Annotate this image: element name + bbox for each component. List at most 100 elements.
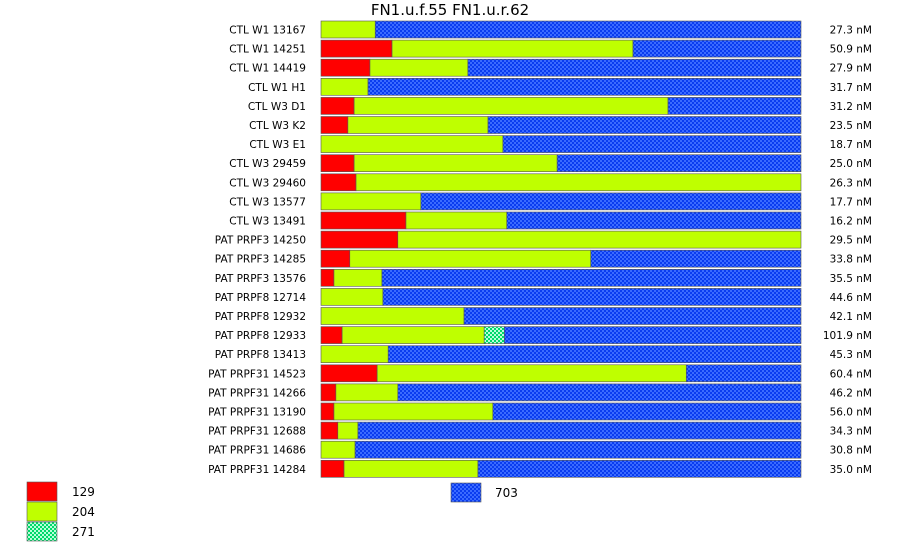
legend-right: 703	[451, 483, 518, 502]
row-label: PAT PRPF8 12933	[215, 330, 306, 342]
row-label: PAT PRPF31 13190	[208, 407, 306, 419]
bar-segment-204	[356, 174, 801, 191]
bar-segment-204	[377, 365, 686, 382]
bar-segment-703	[557, 155, 801, 172]
bar-segment-204	[334, 269, 382, 286]
bar-segment-204	[342, 327, 484, 344]
concentration-label: 56.0 nM	[830, 407, 872, 419]
concentration-label: 45.3 nM	[830, 349, 872, 361]
bar-row: PAT PRPF8 12714 44.6 nM	[215, 288, 872, 305]
bar-row: CTL W1 14251 50.9 nM	[229, 40, 872, 57]
row-label: PAT PRPF8 12714	[215, 292, 307, 304]
bar-segment-703	[668, 97, 801, 114]
bar-segment-204	[370, 59, 468, 76]
bar-segment-129	[321, 155, 354, 172]
bar-segment-129	[321, 384, 336, 401]
bar-row: CTL W3 13577 17.7 nM	[229, 193, 872, 210]
bar-segment-204	[344, 460, 478, 477]
concentration-label: 26.3 nM	[830, 177, 872, 189]
bar-segment-129	[321, 327, 342, 344]
row-label: CTL W3 13577	[229, 196, 306, 208]
bar-row: PAT PRPF31 14284 35.0 nM	[208, 460, 872, 477]
bar-segment-129	[321, 212, 406, 229]
row-label: CTL W1 H1	[248, 82, 306, 94]
concentration-label: 34.3 nM	[830, 426, 872, 438]
legend-label-271: 271	[72, 525, 95, 539]
concentration-label: 31.2 nM	[830, 101, 872, 113]
bar-row: PAT PRPF3 14250 29.5 nM	[215, 231, 872, 248]
concentration-label: 27.9 nM	[830, 63, 872, 75]
bar-segment-204	[336, 384, 398, 401]
bar-segment-703	[493, 403, 801, 420]
bar-segment-703	[504, 327, 801, 344]
concentration-label: 101.9 nM	[823, 330, 872, 342]
bar-segment-129	[321, 365, 377, 382]
bar-row: CTL W3 29459 25.0 nM	[229, 155, 872, 172]
bar-row: CTL W3 13491 16.2 nM	[229, 212, 872, 229]
bar-segment-204	[321, 136, 503, 153]
bar-segment-204	[321, 193, 421, 210]
bar-segment-204	[392, 40, 633, 57]
bar-segment-204	[354, 97, 668, 114]
concentration-label: 46.2 nM	[830, 387, 872, 399]
bar-segment-129	[321, 460, 344, 477]
concentration-label: 35.0 nM	[830, 464, 872, 476]
row-label: CTL W3 D1	[248, 101, 306, 113]
bar-segment-703	[383, 288, 801, 305]
row-label: PAT PRPF8 13413	[215, 349, 306, 361]
chart-title: FN1.u.f.55 FN1.u.r.62	[371, 1, 529, 19]
row-label: PAT PRPF8 12932	[215, 311, 306, 323]
concentration-label: 33.8 nM	[830, 254, 872, 266]
bar-row: PAT PRPF31 14686 30.8 nM	[208, 441, 872, 458]
bar-segment-703	[375, 21, 801, 38]
row-label: PAT PRPF31 12688	[208, 426, 306, 438]
bar-segment-204	[350, 250, 591, 267]
row-label: PAT PRPF31 14284	[208, 464, 306, 476]
bar-row: PAT PRPF31 12688 34.3 nM	[208, 422, 872, 439]
bar-segment-703	[591, 250, 801, 267]
concentration-label: 30.8 nM	[830, 445, 872, 457]
row-label: CTL W3 K2	[249, 120, 306, 132]
bar-segment-204	[334, 403, 493, 420]
bar-segment-129	[321, 422, 338, 439]
bar-row: PAT PRPF3 14285 33.8 nM	[215, 250, 872, 267]
concentration-label: 27.3 nM	[830, 25, 872, 37]
row-label: PAT PRPF31 14266	[208, 387, 306, 399]
bar-segment-703	[503, 136, 801, 153]
bar-segment-703	[421, 193, 801, 210]
row-label: CTL W3 13491	[229, 216, 306, 228]
bar-row: PAT PRPF31 14266 46.2 nM	[208, 384, 872, 401]
legend-swatch-703	[451, 483, 481, 502]
bar-row: PAT PRPF31 13190 56.0 nM	[208, 403, 872, 420]
legend-left: 129 204 271	[27, 482, 95, 541]
legend-label-129: 129	[72, 485, 95, 499]
concentration-label: 42.1 nM	[830, 311, 872, 323]
concentration-label: 25.0 nM	[830, 158, 872, 170]
bar-segment-703	[488, 117, 801, 134]
concentration-label: 17.7 nM	[830, 196, 872, 208]
bar-segment-703	[388, 346, 801, 363]
bar-row: PAT PRPF3 13576 35.5 nM	[215, 269, 872, 286]
bar-segment-129	[321, 250, 350, 267]
bar-segment-271	[484, 327, 504, 344]
bar-segment-703	[468, 59, 801, 76]
bar-segment-703	[382, 269, 801, 286]
bar-segment-703	[358, 422, 801, 439]
bar-segment-703	[355, 441, 801, 458]
concentration-label: 60.4 nM	[830, 368, 872, 380]
legend-label-703: 703	[495, 486, 518, 500]
bar-segment-129	[321, 40, 392, 57]
concentration-label: 18.7 nM	[830, 139, 872, 151]
row-label: PAT PRPF3 14250	[215, 235, 306, 247]
bar-segment-204	[338, 422, 358, 439]
bar-segment-204	[348, 117, 488, 134]
concentration-label: 29.5 nM	[830, 235, 872, 247]
row-label: PAT PRPF31 14686	[208, 445, 306, 457]
bar-row: CTL W1 14419 27.9 nM	[229, 59, 872, 76]
row-label: CTL W3 E1	[249, 139, 306, 151]
bar-segment-703	[478, 460, 801, 477]
bar-segment-129	[321, 269, 334, 286]
bar-segment-703	[464, 308, 801, 325]
row-label: PAT PRPF3 13576	[215, 273, 307, 285]
